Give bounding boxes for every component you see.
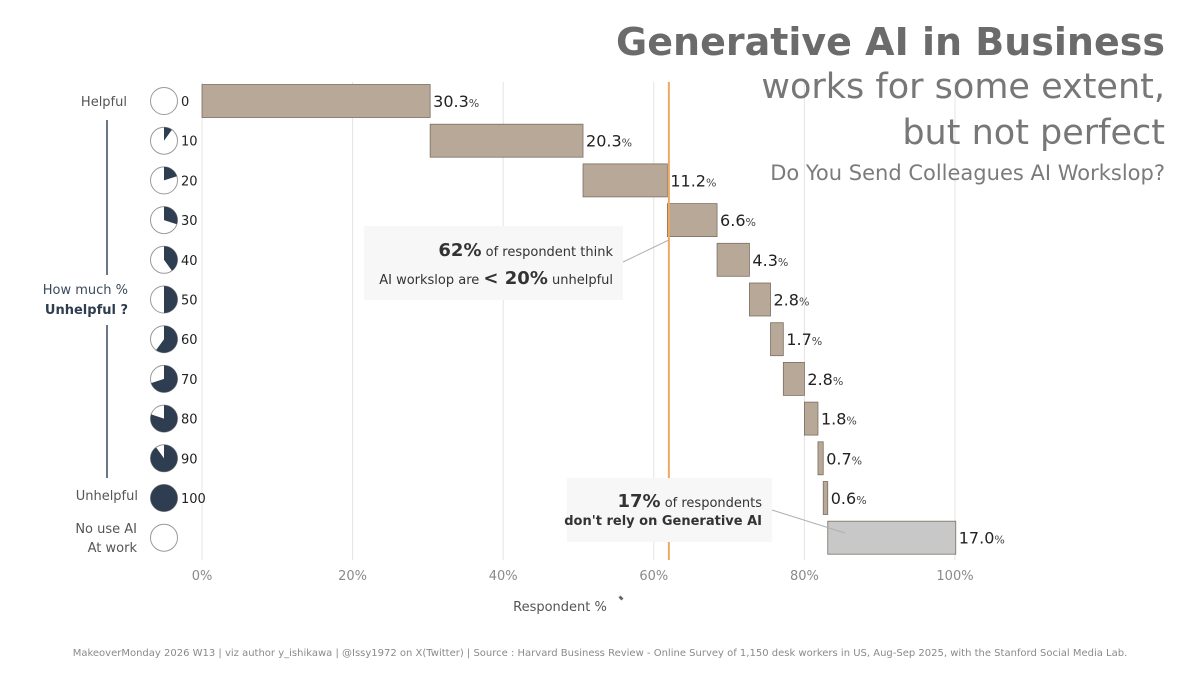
x-tick-label: 20%: [338, 569, 367, 584]
bar: [666, 203, 718, 238]
unhelpful-question-label: Unhelpful ?: [45, 303, 128, 318]
bar: [716, 242, 750, 277]
bar-value-label: 4.3%: [752, 251, 788, 270]
bar: [782, 361, 805, 396]
bar: [582, 163, 668, 198]
category-label: 100: [181, 492, 206, 507]
pie-slice: [150, 484, 178, 512]
callout-17-percent: 17% of respondents don't rely on Generat…: [564, 478, 772, 542]
pie-slice: [156, 325, 178, 353]
chart-title: Generative AI in Business: [616, 20, 1165, 64]
unhelpful-label: Unhelpful: [76, 489, 138, 504]
bar: [804, 401, 819, 436]
bar: [749, 282, 771, 317]
callout-62-pre: AI workslop are: [379, 273, 484, 288]
pie-slice: [164, 166, 177, 181]
callout-20-value: < 20%: [483, 268, 548, 289]
pie-icon: [150, 87, 178, 115]
no-use-label-line-2: At work: [88, 541, 138, 556]
callout-62-percent: 62% of respondent think AI workslop are …: [364, 226, 623, 300]
x-tick-label: 60%: [639, 569, 668, 584]
category-label: 30: [181, 214, 198, 229]
callout-62-text: of respondent think: [481, 245, 613, 260]
footer-credits: MakeoverMonday 2026 W13 | viz author y_i…: [72, 648, 1128, 659]
bar: [201, 84, 431, 118]
bar-value-label: 1.8%: [821, 410, 857, 429]
pin-icon: [614, 595, 624, 605]
callout-connector: [622, 239, 670, 263]
category-label: 0: [181, 95, 189, 110]
chart-question: Do You Send Colleagues AI Workslop?: [770, 161, 1165, 185]
x-axis-title: Respondent %: [513, 600, 607, 615]
bar: [770, 322, 784, 357]
bar: [429, 123, 584, 158]
category-label: 50: [181, 294, 198, 309]
category-label: 70: [181, 373, 198, 388]
bar-value-label: 0.6%: [831, 489, 867, 508]
pie-slice: [150, 444, 178, 472]
chart-subtitle-line-2: but not perfect: [902, 113, 1165, 153]
x-tick-label: 0%: [192, 569, 213, 584]
bar-value-label: 6.6%: [720, 211, 756, 230]
bar: [827, 520, 957, 555]
bar: [817, 441, 824, 476]
category-label: 10: [181, 135, 198, 150]
no-use-label-line-1: No use AI: [75, 522, 137, 537]
category-label: 80: [181, 413, 198, 428]
bar-value-label: 0.7%: [826, 449, 862, 468]
pie-slice: [164, 127, 172, 141]
pie-slice: [150, 405, 178, 433]
chart-subtitle-line-1: works for some extent,: [761, 67, 1165, 107]
bar-value-label: 1.7%: [786, 330, 822, 349]
pie-slice: [164, 286, 178, 313]
pie-slice: [151, 365, 178, 393]
callout-connector: [771, 509, 846, 534]
title-block: Generative AI in Business works for some…: [616, 20, 1165, 188]
x-tick-label: 100%: [936, 569, 973, 584]
pie-icon: [150, 523, 178, 552]
category-label: 60: [181, 333, 198, 348]
callout-62-value: 62%: [438, 240, 482, 261]
bar-value-label: 17.0%: [959, 529, 1005, 548]
bar-value-label: 30.3%: [433, 92, 479, 111]
category-label: 40: [181, 254, 198, 269]
callout-17-line2: don't rely on Generative AI: [564, 514, 762, 529]
bar: [822, 481, 829, 515]
x-tick-label: 40%: [489, 569, 518, 584]
helpful-label: Helpful: [81, 95, 127, 110]
bar-value-label: 2.8%: [807, 370, 843, 389]
bar-value-label: 2.8%: [774, 291, 810, 310]
category-label: 20: [181, 174, 198, 189]
how-much-label: How much %: [43, 283, 128, 298]
callout-17-text: of respondents: [660, 496, 762, 511]
callout-17-value: 17%: [617, 491, 661, 512]
category-label: 90: [181, 452, 198, 467]
pie-slice: [164, 246, 178, 271]
x-tick-label: 80%: [790, 569, 819, 584]
bar-value-label: 20.3%: [586, 132, 632, 151]
bar-value-label: 11.2%: [670, 171, 716, 190]
callout-62-post: unhelpful: [547, 273, 613, 288]
pie-slice: [164, 206, 178, 225]
